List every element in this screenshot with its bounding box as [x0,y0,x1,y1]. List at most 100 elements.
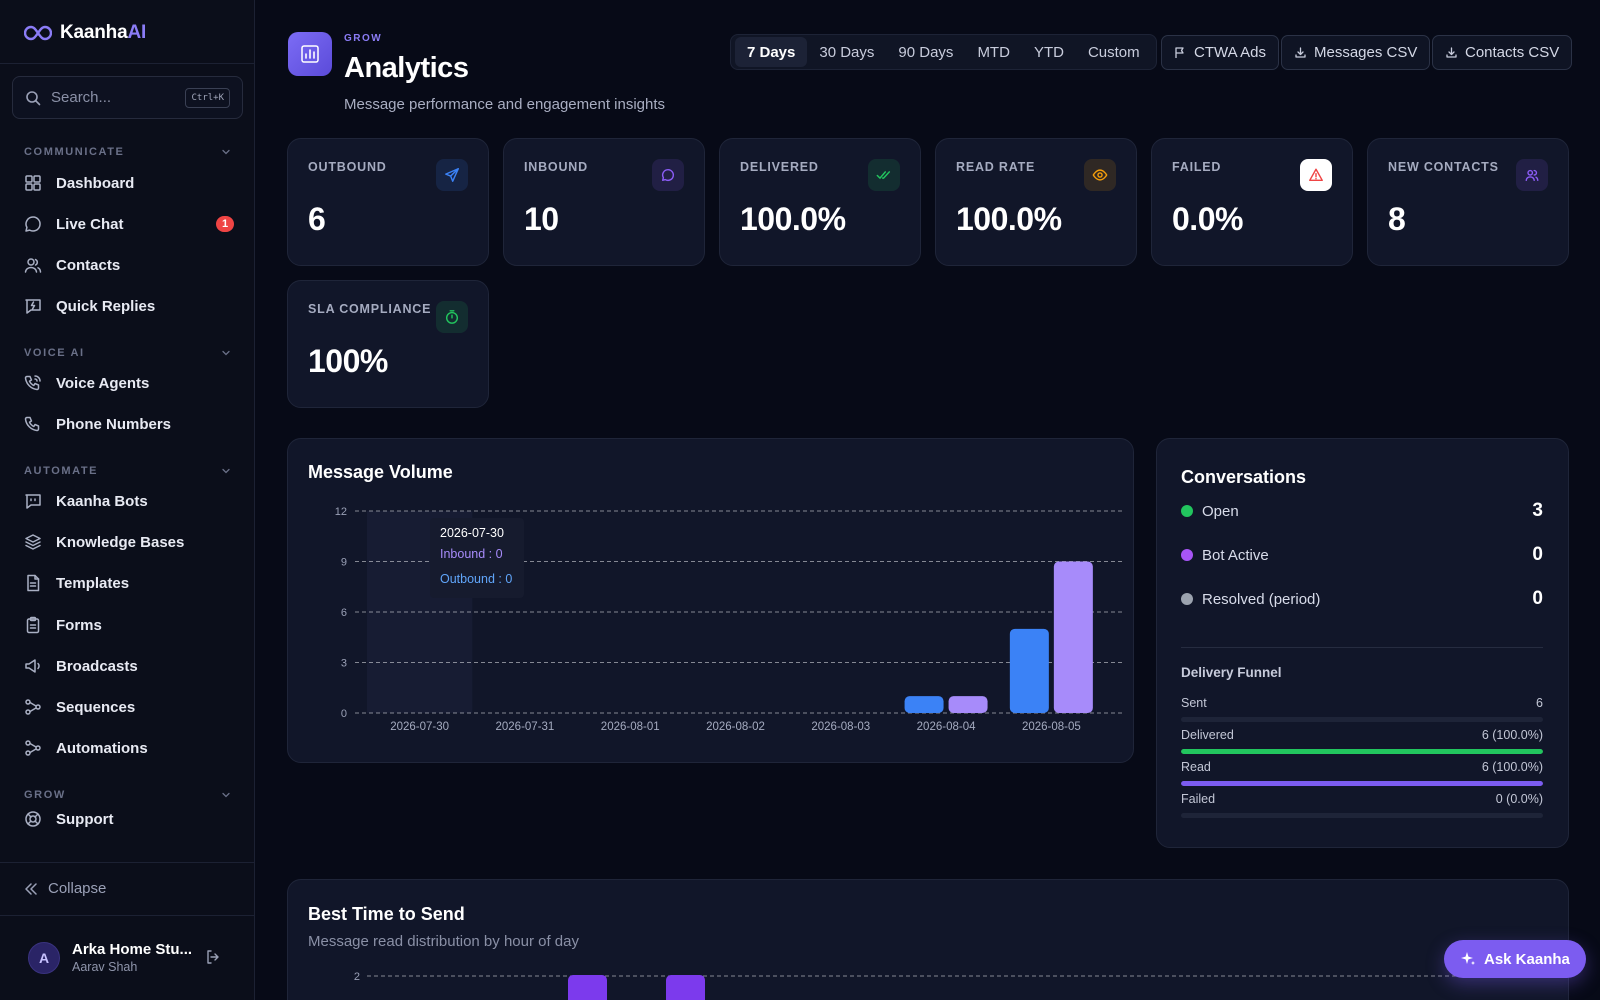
chart-tooltip: 2026-07-30 Inbound : 0 Outbound : 0 [430,518,524,598]
hour-bar[interactable] [666,975,705,1000]
section-title: AUTOMATE [24,465,99,477]
funnel-progress-fill [1181,749,1543,754]
funnel-progress-fill [1181,781,1543,786]
best-time-title: Best Time to Send [308,904,465,924]
layers-icon [24,533,42,551]
page-subtitle: Message performance and engagement insig… [344,96,666,113]
hour-bar[interactable] [568,975,607,1000]
sidebar-item-dashboard[interactable]: Dashboard [24,171,234,195]
message-volume-chart: 0 3 6 9 12 2026-07-30 2026-07-31 2026-08-01 2026… [335,506,1124,733]
sidebar-item-label: Templates [56,574,130,592]
phone-wave-icon [24,374,42,392]
user-profile[interactable]: A Arka Home Stu... Aarav Shah [28,941,192,974]
funnel-value: 6 (100.0%) [1481,760,1543,774]
stat-card-failed: FAILED 0.0% [1151,138,1353,266]
page-kicker: GROW [344,33,383,44]
funnel-value: 0 (0.0%) [1495,792,1543,806]
sidebar-section-communicate[interactable]: COMMUNICATE [24,145,231,159]
x-tick-label: 2026-08-02 [706,721,765,733]
file-text-icon [24,574,42,592]
sidebar-section-automate[interactable]: AUTOMATE [24,464,231,478]
brand-logo[interactable]: KaanhaAI [24,20,146,46]
conversation-count: 0 [1532,588,1543,609]
funnel-label: Delivered [1181,728,1234,742]
sidebar-item-label: Voice Agents [56,374,150,392]
stat-label: FAILED [1172,160,1222,174]
users-icon [24,256,42,274]
sidebar-item-automations[interactable]: Automations [24,736,234,760]
stat-value: 6 [308,201,326,237]
sidebar-item-kaanha-bots[interactable]: Kaanha Bots [24,489,234,513]
logout-icon[interactable] [205,949,221,965]
sidebar-item-label: Contacts [56,256,121,274]
bar-inbound[interactable] [948,696,988,713]
contacts-csv-button[interactable]: Contacts CSV [1432,35,1573,70]
range-tab-30-days[interactable]: 30 Days [819,43,875,61]
stopwatch-icon [436,301,468,333]
section-title: VOICE AI [24,347,85,359]
sidebar-item-support[interactable]: Support [24,807,234,831]
funnel-row-failed: Failed 0 (0.0%) [1181,792,1543,818]
sidebar-item-live-chat[interactable]: Live Chat 1 [24,212,234,236]
y-tick-label: 0 [341,708,347,720]
stat-label: OUTBOUND [308,160,387,174]
sidebar-item-contacts[interactable]: Contacts [24,253,234,277]
y-tick-label: 6 [341,607,347,619]
ask-kaanha-button[interactable]: Ask Kaanha [1444,940,1586,978]
phone-icon [24,415,42,433]
search-input[interactable]: Search... Ctrl+K [12,76,243,119]
range-tab-mtd[interactable]: MTD [977,43,1010,61]
sidebar-item-sequences[interactable]: Sequences [24,695,234,719]
range-tab-7-days[interactable]: 7 Days [735,37,808,67]
avatar: A [28,941,60,974]
search-placeholder: Search... [51,89,112,106]
bar-inbound[interactable] [1053,561,1093,714]
stat-card-read-rate: READ RATE 100.0% [935,138,1137,266]
x-tick-label: 2026-08-03 [811,721,870,733]
stat-label: INBOUND [524,160,588,174]
page-title: Analytics [344,52,469,84]
sidebar-item-quick-replies[interactable]: Quick Replies [24,294,234,318]
y-tick-label: 3 [341,658,347,670]
conversation-label: Resolved (period) [1202,590,1321,608]
collapse-button[interactable]: Collapse [24,880,106,897]
range-tab-custom[interactable]: Custom [1087,43,1140,61]
messages-csv-label: Messages CSV [1314,44,1418,61]
sidebar-item-phone-numbers[interactable]: Phone Numbers [24,412,234,436]
chevron-down-icon [222,149,230,155]
bar-outbound[interactable] [904,696,944,713]
sidebar-item-label: Broadcasts [56,657,138,675]
clipboard-icon [24,616,42,634]
contacts-csv-label: Contacts CSV [1465,44,1560,61]
best-time-subtitle: Message read distribution by hour of day [308,933,579,950]
stat-card-delivered: DELIVERED 100.0% [719,138,921,266]
funnel-progress-track [1181,717,1543,722]
warning-triangle-icon [1300,159,1332,191]
y-tick-label: 9 [341,557,347,569]
download-icon [1295,47,1306,58]
sidebar: KaanhaAI Search... Ctrl+K COMMUNICATE Das… [0,0,255,1000]
stat-label: DELIVERED [740,160,819,174]
double-check-icon [868,159,900,191]
sidebar-item-voice-agents[interactable]: Voice Agents [24,371,234,395]
conversation-row-resolved-period: Resolved (period) 0 [1181,588,1543,609]
sidebar-item-forms[interactable]: Forms [24,613,234,637]
sidebar-item-label: Sequences [56,698,136,716]
bar-outbound[interactable] [1009,628,1049,713]
ctwa-ads-button[interactable]: CTWA Ads [1161,35,1279,70]
y-tick-label: 12 [335,506,347,518]
range-tab-90-days[interactable]: 90 Days [898,43,954,61]
sidebar-item-broadcasts[interactable]: Broadcasts [24,654,234,678]
status-dot [1181,593,1193,605]
eye-icon [1084,159,1116,191]
messages-csv-button[interactable]: Messages CSV [1281,35,1431,70]
sidebar-section-voice-ai[interactable]: VOICE AI [24,346,231,360]
y-tick-label: 2 [354,971,360,983]
bot-message-icon [24,492,42,510]
range-tab-ytd[interactable]: YTD [1033,43,1064,61]
sidebar-item-templates[interactable]: Templates [24,571,234,595]
conversation-label: Bot Active [1202,546,1269,564]
sidebar-section-grow[interactable]: GROW [24,788,231,802]
chevron-down-icon [222,350,230,356]
sidebar-item-knowledge-bases[interactable]: Knowledge Bases [24,530,234,554]
